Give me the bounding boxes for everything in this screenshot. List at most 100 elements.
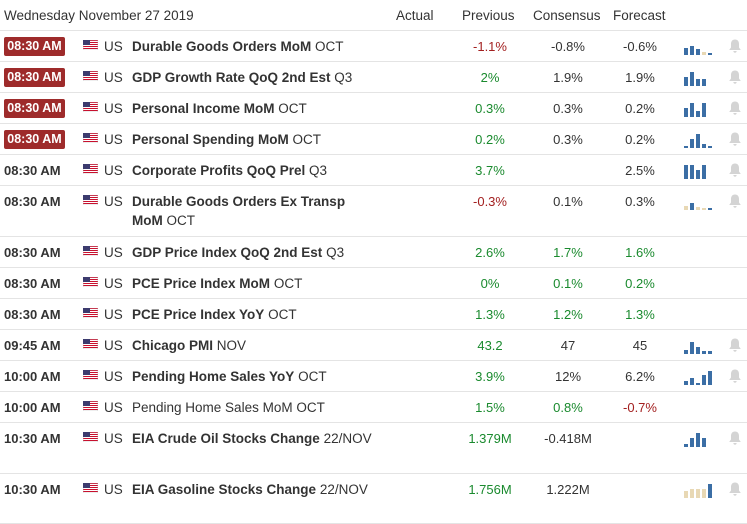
event-name-link[interactable]: PCE Price Index YoY OCT [132, 305, 297, 324]
previous-value: 1.756M [468, 482, 512, 497]
event-time: 10:30 AM [4, 431, 61, 446]
event-country: US [104, 163, 123, 178]
forecast-value: 0.2% [625, 101, 655, 116]
event-name-link[interactable]: Chicago PMI NOV [132, 336, 246, 355]
event-name: EIA Crude Oil Stocks Change [132, 431, 320, 446]
event-country: US [104, 101, 123, 116]
table-row: 08:30 AM US PCE Price Index YoY OCT 1.3% 1.2… [0, 299, 747, 330]
table-row: 08:30 AM US GDP Growth Rate QoQ 2nd Est Q3… [0, 62, 747, 93]
bell-icon[interactable] [728, 131, 742, 147]
event-name-link[interactable]: EIA Gasoline Stocks Change 22/NOV [132, 480, 372, 499]
column-header-actual[interactable]: Actual [396, 8, 434, 23]
event-reference-period: Q3 [334, 70, 353, 85]
mini-chart-icon[interactable] [684, 369, 714, 385]
previous-value: 1.3% [475, 307, 505, 322]
consensus-value: 0.3% [553, 132, 583, 147]
event-time: 09:45 AM [4, 338, 61, 353]
event-reference-period: OCT [273, 276, 303, 291]
event-reference-period: OCT [315, 39, 344, 54]
column-header-consensus[interactable]: Consensus [533, 8, 601, 23]
mini-chart-icon[interactable] [684, 70, 714, 86]
event-time: 08:30 AM [4, 276, 61, 291]
previous-value: 2.6% [475, 245, 505, 260]
mini-chart-icon[interactable] [684, 482, 714, 498]
consensus-value: 0.1% [553, 276, 583, 291]
event-time: 08:30 AM [4, 68, 65, 87]
us-flag-icon [83, 102, 98, 112]
table-row: 09:45 AM US Chicago PMI NOV 43.2 47 45 [0, 330, 747, 361]
bell-icon[interactable] [728, 100, 742, 116]
event-name: Durable Goods Orders MoM [132, 39, 312, 54]
bell-icon[interactable] [728, 430, 742, 446]
bell-icon[interactable] [728, 337, 742, 353]
consensus-value: 0.8% [553, 400, 583, 415]
bell-icon[interactable] [728, 481, 742, 497]
mini-chart-icon[interactable] [684, 101, 714, 117]
consensus-value: 47 [560, 338, 576, 353]
forecast-value: 1.6% [625, 245, 655, 260]
us-flag-icon [83, 308, 98, 318]
us-flag-icon [83, 71, 98, 81]
consensus-value: 1.2% [553, 307, 583, 322]
event-reference-period: Q3 [309, 163, 328, 178]
event-name-link[interactable]: PCE Price Index MoM OCT [132, 274, 302, 293]
event-time: 10:00 AM [4, 369, 61, 384]
us-flag-icon [83, 432, 98, 442]
previous-value: 43.2 [477, 338, 503, 353]
event-reference-period: Pending Home Sales MoM OCT [132, 400, 325, 415]
mini-chart-icon[interactable] [684, 39, 714, 55]
table-row: 10:30 AM US EIA Crude Oil Stocks Change 22… [0, 423, 747, 474]
event-country: US [104, 39, 123, 54]
event-time: 08:30 AM [4, 163, 61, 178]
event-name-link[interactable]: Personal Income MoM OCT [132, 99, 307, 118]
event-time: 08:30 AM [4, 130, 65, 149]
column-header-previous[interactable]: Previous [462, 8, 515, 23]
previous-value: 0.2% [475, 132, 505, 147]
previous-value: 1.379M [468, 431, 512, 446]
mini-chart-icon[interactable] [684, 163, 714, 179]
event-name: GDP Growth Rate QoQ 2nd Est [132, 70, 331, 85]
bell-icon[interactable] [728, 162, 742, 178]
us-flag-icon [83, 40, 98, 50]
event-country: US [104, 482, 123, 497]
previous-value: 1.5% [475, 400, 505, 415]
mini-chart-icon[interactable] [684, 431, 714, 447]
event-name-link[interactable]: GDP Price Index QoQ 2nd Est Q3 [132, 243, 344, 262]
event-name-link[interactable]: Pending Home Sales MoM OCT [132, 398, 325, 417]
table-row: 08:30 AM US GDP Price Index QoQ 2nd Est Q3… [0, 237, 747, 268]
table-row: 08:30 AM US PCE Price Index MoM OCT 0% 0.1% 0… [0, 268, 747, 299]
bell-icon[interactable] [728, 69, 742, 85]
consensus-value: 1.222M [546, 482, 590, 497]
event-name: Durable Goods Orders Ex Transp MoM [132, 194, 346, 228]
mini-chart-icon[interactable] [684, 132, 714, 148]
forecast-value: 1.9% [625, 70, 655, 85]
bell-icon[interactable] [728, 368, 742, 384]
consensus-value: -0.8% [551, 39, 585, 54]
event-name-link[interactable]: GDP Growth Rate QoQ 2nd Est Q3 [132, 68, 352, 87]
event-name-link[interactable]: Pending Home Sales YoY OCT [132, 367, 327, 386]
mini-chart-icon[interactable] [684, 338, 714, 354]
event-reference-period: NOV [216, 338, 247, 353]
mini-chart-icon[interactable] [684, 194, 714, 210]
event-country: US [104, 276, 123, 291]
bell-icon[interactable] [728, 193, 742, 209]
table-row: 08:30 AM US Corporate Profits QoQ Prel Q3 3… [0, 155, 747, 186]
event-country: US [104, 338, 123, 353]
previous-value: -0.3% [473, 194, 507, 209]
bell-icon[interactable] [728, 38, 742, 54]
forecast-value: 0.3% [625, 194, 655, 209]
forecast-value: 0.2% [625, 276, 655, 291]
table-row: 08:30 AM US Durable Goods Orders MoM OCT -1… [0, 31, 747, 62]
column-header-forecast[interactable]: Forecast [613, 8, 666, 23]
forecast-value: 45 [632, 338, 648, 353]
event-name-link[interactable]: Durable Goods Orders Ex Transp MoM OCT [132, 192, 372, 230]
event-time: 08:30 AM [4, 99, 65, 118]
event-name-link[interactable]: EIA Crude Oil Stocks Change 22/NOV [132, 429, 372, 448]
event-name-link[interactable]: Durable Goods Orders MoM OCT [132, 37, 344, 56]
event-name: PCE Price Index YoY [132, 307, 265, 322]
forecast-value: -0.6% [623, 39, 657, 54]
event-name-link[interactable]: Personal Spending MoM OCT [132, 130, 321, 149]
event-name-link[interactable]: Corporate Profits QoQ Prel Q3 [132, 161, 327, 180]
event-country: US [104, 431, 123, 446]
event-name: Personal Spending MoM [132, 132, 289, 147]
